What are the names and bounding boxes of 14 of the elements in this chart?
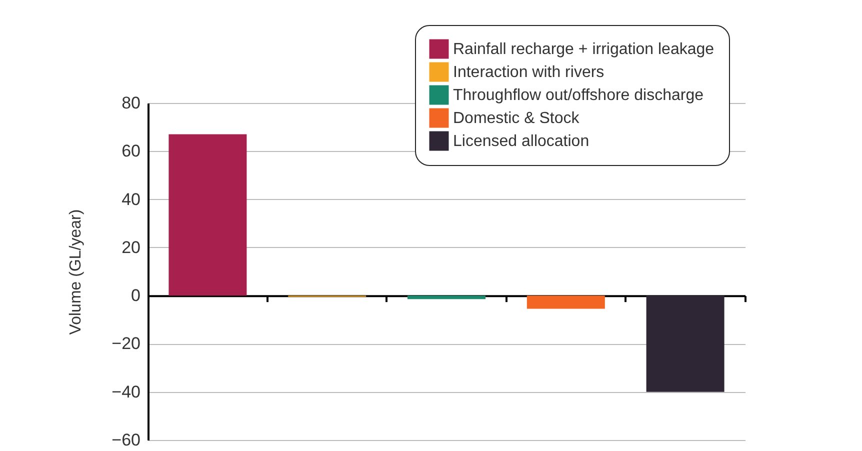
y-axis-title: Volume (GL/year) [68, 209, 85, 335]
y-tick-label: −40 [112, 382, 140, 402]
legend-label: Domestic & Stock [453, 110, 580, 127]
y-tick-label: −60 [112, 430, 140, 450]
y-tick-label: 60 [122, 142, 140, 161]
y-tick-label: 0 [131, 286, 140, 306]
legend-label: Throughflow out/offshore discharge [453, 87, 704, 104]
y-tick-label: 40 [122, 190, 140, 209]
y-tick-label: 20 [122, 238, 140, 257]
legend-label: Interaction with rivers [453, 64, 604, 81]
legend-label: Licensed allocation [453, 133, 590, 150]
y-tick-label: −20 [112, 334, 140, 354]
y-tick-label: 80 [122, 94, 140, 112]
legend-label: Rainfall recharge + irrigation leakage [453, 41, 714, 58]
